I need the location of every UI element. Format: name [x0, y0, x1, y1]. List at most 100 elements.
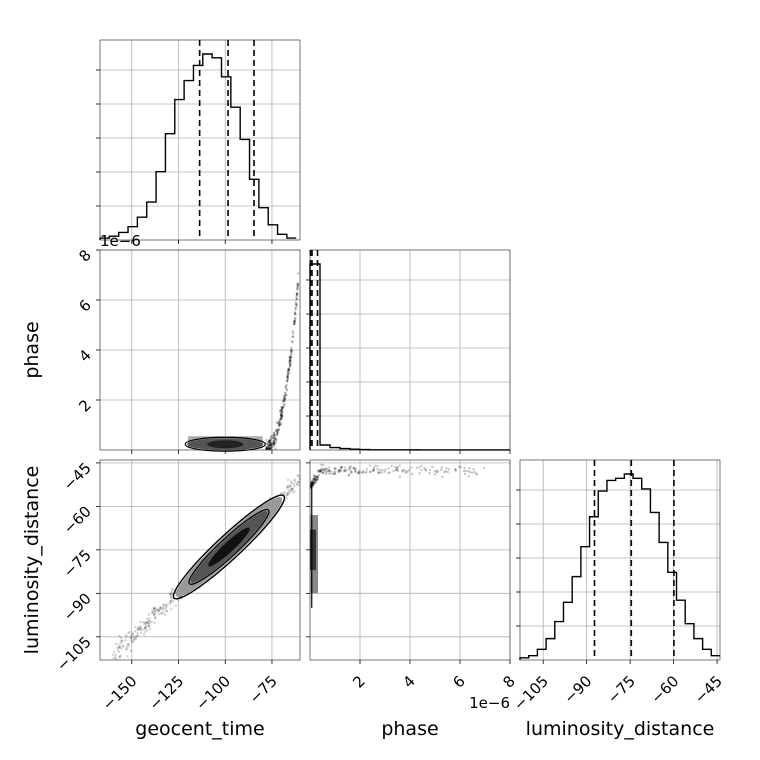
scatter-point — [295, 292, 299, 296]
scatter-point — [118, 646, 121, 650]
scatter-point — [376, 467, 379, 471]
scatter-point — [268, 447, 272, 450]
scatter-point — [368, 470, 372, 474]
scatter-point — [268, 440, 271, 443]
scatter-point — [296, 474, 300, 477]
scatter-point — [279, 418, 282, 421]
scatter-point — [312, 483, 315, 487]
scatter-point — [289, 361, 292, 364]
scatter-point — [268, 438, 272, 442]
scatter-point — [280, 415, 284, 418]
scatter-point — [280, 406, 283, 409]
scatter-point — [291, 330, 294, 333]
scatter-point — [286, 375, 289, 378]
scatter-point — [169, 592, 172, 596]
scatter-point — [378, 469, 382, 472]
scatter-point — [286, 486, 289, 490]
contour-line — [184, 436, 266, 452]
scatter-point — [357, 469, 361, 473]
scatter-point — [316, 478, 320, 481]
scatter-point — [125, 647, 129, 651]
scatter-point — [129, 636, 132, 640]
scatter-point — [282, 400, 285, 403]
density-contour-level-2 — [207, 440, 244, 449]
scatter-point — [287, 368, 290, 371]
scatter-point — [314, 482, 317, 485]
scatter-point — [273, 437, 277, 441]
scatter-point — [313, 479, 317, 482]
scatter-point — [441, 475, 444, 479]
scatter-point — [279, 413, 283, 417]
scatter-point — [267, 439, 271, 442]
scatter-point — [279, 422, 283, 425]
scatter-point — [325, 467, 328, 471]
scatter-point — [279, 417, 283, 421]
scatter-point — [275, 421, 279, 424]
scatter-point — [392, 469, 395, 473]
scatter-point — [313, 477, 316, 480]
scatter-point — [313, 475, 316, 478]
scatter-point — [288, 484, 291, 487]
scatter-point — [152, 613, 156, 616]
scatter-point — [289, 349, 293, 353]
scatter-point — [279, 491, 283, 495]
scatter-point — [289, 356, 292, 359]
scatter-point — [314, 475, 318, 479]
scatter-point — [289, 356, 292, 359]
scatter-point — [288, 362, 292, 366]
scatter-point — [317, 473, 320, 477]
scatter-point — [286, 370, 289, 373]
scatter-point — [372, 468, 376, 471]
phase-x-offset-text: 1e−6 — [469, 694, 510, 712]
scatter-point — [294, 301, 298, 304]
scatter-point — [353, 467, 356, 470]
scatter-point — [270, 434, 273, 438]
scatter-point — [395, 469, 398, 472]
x-axis-title-geocent-time: geocent_time — [135, 718, 264, 740]
scatter-point — [273, 444, 276, 448]
scatter-point — [288, 356, 292, 359]
scatter-point — [352, 466, 355, 470]
scatter-point — [118, 645, 121, 649]
scatter-point — [293, 478, 296, 481]
scatter-point — [142, 628, 145, 631]
scatter-point — [294, 306, 297, 310]
x-axis-title-phase: phase — [381, 718, 438, 740]
scatter-point — [293, 316, 297, 320]
scatter-point — [376, 470, 380, 474]
scatter-point — [119, 639, 123, 643]
scatter-point — [270, 436, 274, 440]
scatter-point — [270, 442, 274, 445]
scatter-point — [418, 472, 421, 475]
scatter-point — [295, 297, 298, 301]
scatter-point — [272, 441, 275, 445]
scatter-point — [150, 620, 153, 624]
scatter-point — [288, 486, 291, 489]
scatter-point — [321, 464, 325, 467]
scatter-point — [152, 613, 156, 617]
scatter-point — [133, 629, 137, 633]
scatter-point — [280, 416, 284, 420]
scatter-point — [156, 608, 159, 612]
scatter-point — [457, 465, 461, 469]
scatter-point — [267, 440, 270, 444]
scatter-point — [338, 469, 341, 472]
scatter-point — [431, 465, 434, 469]
scatter-point — [333, 472, 337, 476]
scatter-point — [269, 442, 273, 446]
scatter-point — [352, 466, 355, 470]
scatter-point — [164, 607, 167, 611]
scatter-point — [273, 442, 276, 445]
scatter-point — [268, 447, 272, 450]
scatter-point — [139, 625, 142, 628]
scatter-point — [273, 434, 276, 437]
histogram-step-luminosity_distance — [519, 473, 720, 660]
scatter-point — [281, 399, 285, 402]
scatter-point — [276, 428, 279, 431]
scatter-point — [130, 632, 134, 636]
scatter-point — [316, 469, 320, 473]
scatter-point — [279, 417, 282, 420]
histogram-step-geocent_time — [99, 53, 297, 240]
scatter-point — [483, 466, 486, 470]
scatter-point — [374, 464, 377, 467]
